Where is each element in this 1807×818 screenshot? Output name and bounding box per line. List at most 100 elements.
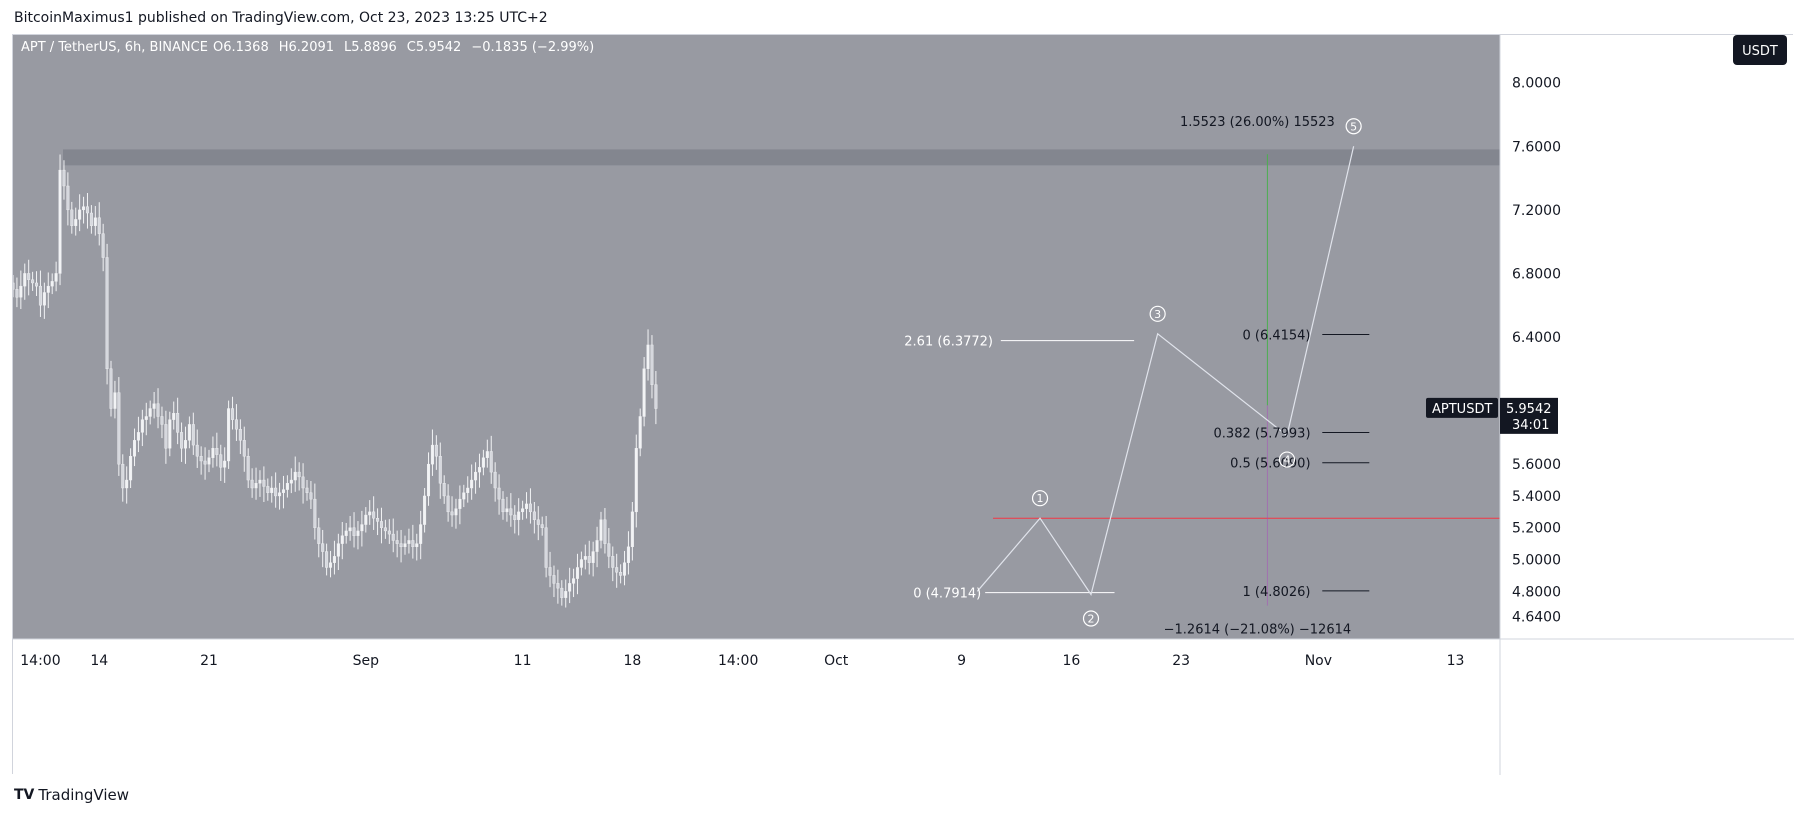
time-tick-label: 21 xyxy=(200,653,218,669)
candle-body xyxy=(46,285,50,293)
candle-body xyxy=(187,424,191,441)
currency-label: USDT xyxy=(1742,44,1778,59)
candle-body xyxy=(183,440,187,449)
candle-body xyxy=(427,463,431,497)
candle-body xyxy=(611,556,615,568)
candle-body xyxy=(497,487,501,500)
fib-left-label: 2.61 (6.3772) xyxy=(904,335,993,350)
candle-body xyxy=(528,503,532,513)
symbol-label: APT / TetherUS, 6h, BINANCE xyxy=(21,40,208,55)
candle-body xyxy=(105,257,109,369)
candle-body xyxy=(293,471,297,481)
candle-body xyxy=(368,511,372,516)
candle-body xyxy=(517,511,521,520)
candle-body xyxy=(434,444,438,457)
price-axis[interactable] xyxy=(1500,35,1794,639)
candle-body xyxy=(348,527,352,532)
candle-body xyxy=(379,521,383,528)
candle-body xyxy=(42,292,46,306)
wave-marker-label: 4 xyxy=(1284,454,1291,467)
candle-body xyxy=(113,392,117,409)
time-tick-label: 23 xyxy=(1172,653,1190,669)
candle-body xyxy=(399,543,403,548)
candle-body xyxy=(564,591,568,598)
candle-body xyxy=(407,540,411,544)
price-chart[interactable]: 2.61 (6.3772) 0 (4.7914) 0 (6.4154) 0.382 (… xyxy=(13,35,1794,775)
candle-body xyxy=(250,479,254,489)
time-axis[interactable] xyxy=(13,639,1794,775)
time-tick-label: 16 xyxy=(1062,653,1080,669)
candle-body xyxy=(309,492,313,500)
candle-body xyxy=(525,503,529,509)
tradingview-logo-icon: TV xyxy=(14,787,35,803)
wave-marker-5 xyxy=(1345,118,1362,135)
candle-body xyxy=(93,217,97,226)
time-tick-label: 9 xyxy=(957,653,966,669)
price-tick-label: 4.6400 xyxy=(1512,610,1561,626)
candle-body xyxy=(521,508,525,513)
resistance-zone xyxy=(63,149,1500,166)
candle-body xyxy=(329,562,333,568)
candle-body xyxy=(583,556,587,560)
candle-body xyxy=(607,543,611,557)
candle-body xyxy=(591,551,595,563)
candle-body xyxy=(258,479,262,484)
wave-marker-1 xyxy=(1031,490,1049,507)
chart-frame: 2.61 (6.3772) 0 (4.7914) 0 (6.4154) 0.382 (… xyxy=(12,34,1794,775)
candle-body xyxy=(262,479,266,487)
candle-body xyxy=(548,567,552,576)
high-value: 6.2091 xyxy=(289,40,335,55)
candle-body xyxy=(85,206,89,214)
elliott-wave-path xyxy=(976,146,1355,596)
price-tick-label: 5.6000 xyxy=(1512,457,1561,473)
candle-body xyxy=(136,432,140,441)
price-tag-countdown: 34:01 xyxy=(1512,418,1549,433)
candle-body xyxy=(305,487,309,493)
candle-body xyxy=(19,285,23,298)
candle-body xyxy=(313,498,317,528)
candle-body xyxy=(70,209,74,226)
candle-body xyxy=(556,583,560,589)
candle-body xyxy=(599,519,603,541)
candle-body xyxy=(62,169,66,187)
candle-body xyxy=(568,583,572,592)
price-tick-label: 8.0000 xyxy=(1512,76,1561,92)
candle-body xyxy=(505,508,509,513)
candle-body xyxy=(344,530,348,536)
time-tick-label: 13 xyxy=(1447,653,1465,669)
candle-body xyxy=(552,575,556,584)
candle-body xyxy=(485,451,489,459)
candle-body xyxy=(278,492,282,497)
candle-body xyxy=(532,511,536,520)
candle-body xyxy=(458,498,462,509)
candle-body xyxy=(321,543,325,552)
price-tick-label: 7.6000 xyxy=(1512,139,1561,155)
candle-body xyxy=(395,540,399,544)
time-tick-label: 14:00 xyxy=(20,653,60,669)
tradingview-logo[interactable]: TV TradingView xyxy=(14,786,129,804)
candle-body xyxy=(356,530,360,536)
candle-body xyxy=(603,519,607,544)
candle-body xyxy=(466,487,470,493)
candle-body xyxy=(579,559,583,568)
candle-body xyxy=(254,483,258,489)
wave-marker-4 xyxy=(1278,451,1296,468)
candle-body xyxy=(540,524,544,528)
candle-body xyxy=(38,285,42,306)
price-tick-label: 5.0000 xyxy=(1512,553,1561,569)
candle-body xyxy=(89,212,93,226)
candle-body xyxy=(403,543,407,548)
candle-body xyxy=(234,419,238,430)
candle-body xyxy=(195,444,199,457)
currency-button[interactable]: USDT xyxy=(1733,35,1787,65)
candle-body xyxy=(35,282,39,287)
candle-body xyxy=(336,543,340,557)
candle-body xyxy=(156,403,160,417)
close-label: C xyxy=(407,40,416,55)
candle-body xyxy=(509,508,513,516)
candle-body xyxy=(160,416,164,425)
candle-body xyxy=(274,487,278,497)
time-tick-label: 14:00 xyxy=(718,653,758,669)
open-value: 6.1368 xyxy=(223,40,269,55)
fib-right-label: 0.5 (5.6090) xyxy=(1230,457,1310,472)
